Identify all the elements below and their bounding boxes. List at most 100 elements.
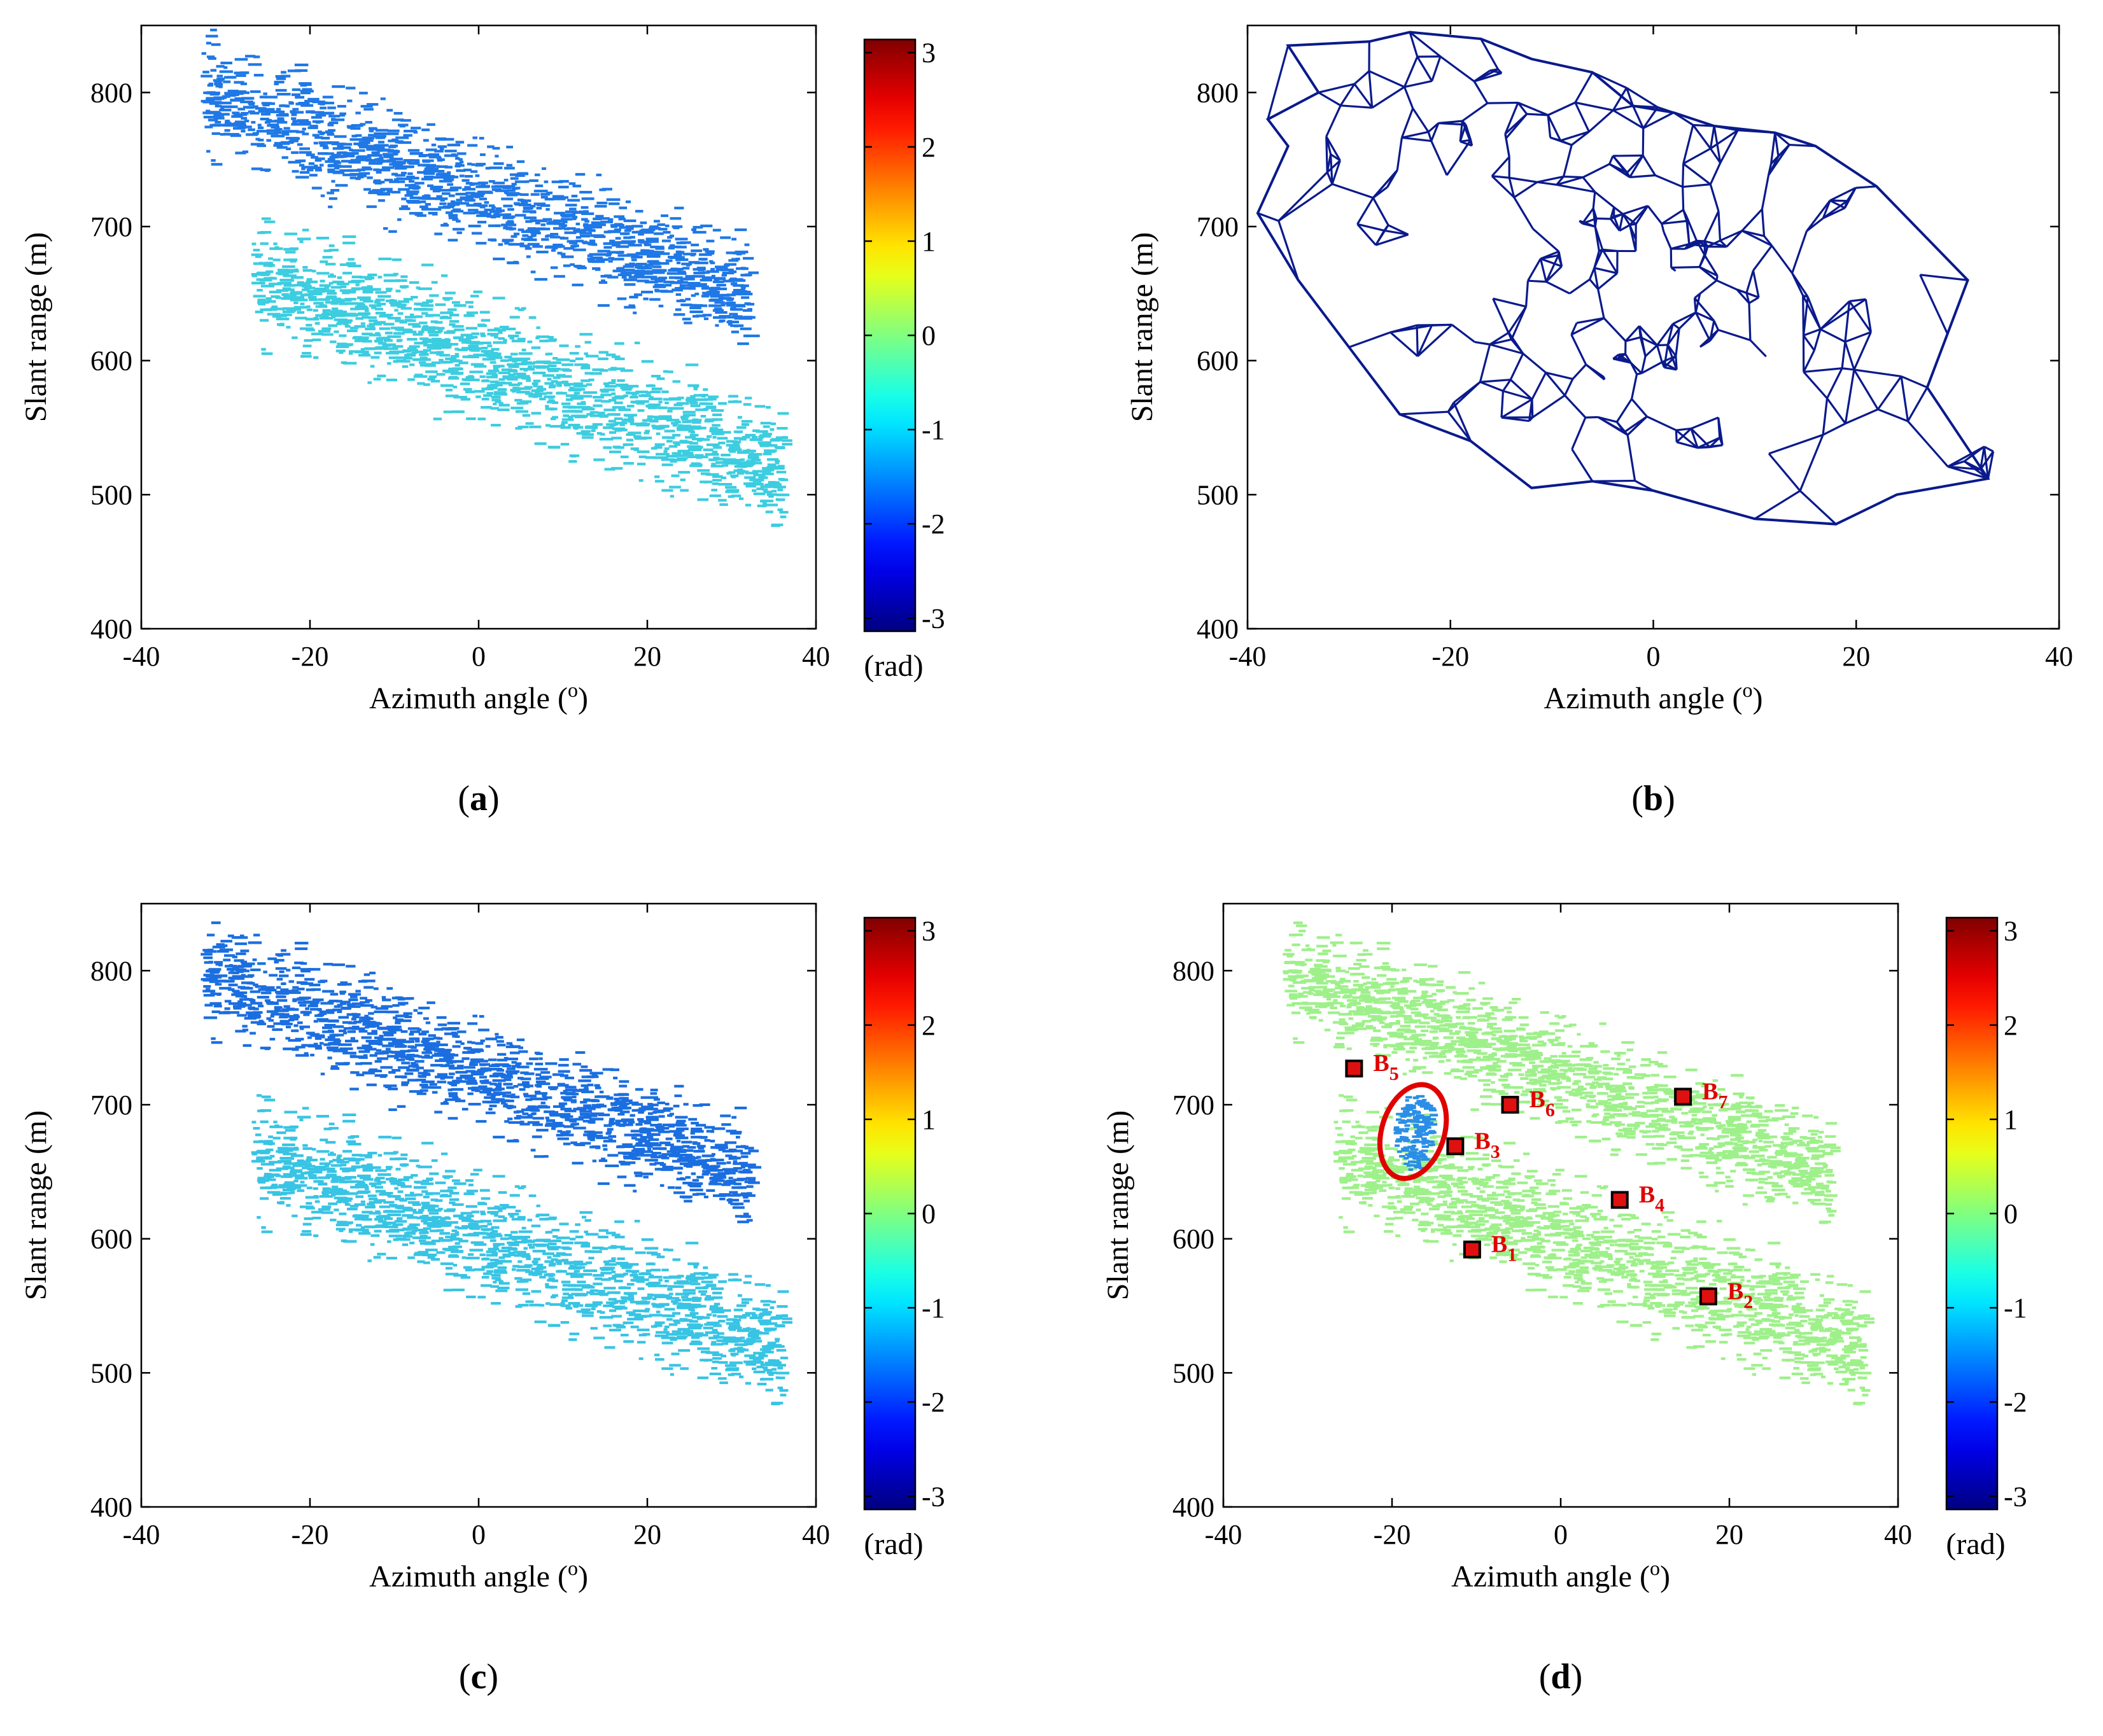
phase-point (465, 378, 480, 382)
phase-point (741, 288, 745, 291)
phase-point (452, 1079, 463, 1082)
phase-point (697, 455, 708, 459)
mesh-edge (1547, 115, 1552, 138)
phase-point (691, 1135, 702, 1138)
phase-point (206, 109, 211, 113)
phase-point (507, 1140, 519, 1143)
phase-point (414, 1060, 425, 1063)
phase-point (428, 153, 440, 157)
phase-point (392, 345, 404, 348)
phase-point (264, 1047, 270, 1051)
panel-label: (b) (1631, 779, 1675, 818)
phase-point (523, 1085, 530, 1088)
phase-point (745, 462, 756, 465)
phase-point (505, 227, 516, 230)
phase-point (377, 157, 384, 161)
phase-point (474, 389, 485, 393)
mesh-edge (1768, 433, 1824, 455)
phase-point (206, 98, 213, 101)
mesh-edge (1372, 169, 1398, 199)
phase-point (493, 1135, 505, 1138)
phase-point (726, 1130, 737, 1133)
phase-point (748, 452, 763, 456)
phase-point (488, 1093, 493, 1096)
phase-point (712, 309, 724, 312)
phase-point (565, 1076, 575, 1080)
mesh-edge (1505, 138, 1510, 157)
phase-point (580, 1084, 589, 1088)
phase-point (544, 197, 554, 201)
phase-point (423, 1017, 429, 1020)
phase-point (689, 1342, 703, 1345)
phase-point (488, 204, 495, 207)
phase-point (409, 152, 421, 155)
phase-point (468, 344, 479, 348)
phase-point (503, 1103, 508, 1106)
phase-point (307, 296, 317, 299)
phase-point (235, 968, 247, 972)
phase-point (394, 1045, 405, 1048)
phase-point (740, 465, 746, 468)
phase-point (282, 287, 292, 290)
phase-point (586, 354, 599, 358)
phase-point (603, 446, 612, 449)
phase-point (475, 242, 487, 245)
phase-point (637, 463, 646, 466)
phase-point (269, 974, 278, 977)
phase-point (350, 158, 356, 162)
phase-point (304, 286, 316, 290)
mesh-edge (1461, 102, 1488, 122)
phase-point (447, 1117, 458, 1120)
phase-point (312, 134, 320, 137)
phase-point (300, 354, 312, 358)
phase-point (440, 1064, 447, 1067)
mesh-edge (1877, 375, 1903, 410)
mesh-edge (1582, 163, 1610, 179)
phase-point (659, 1141, 671, 1145)
mesh-edge (1716, 279, 1738, 291)
phase-point (740, 1164, 746, 1167)
phase-point (670, 1145, 684, 1149)
phase-point (251, 242, 257, 246)
phase-point (710, 262, 715, 265)
phase-point (689, 464, 703, 467)
phase-point (258, 988, 267, 991)
phase-point (251, 999, 256, 1002)
phase-point (391, 326, 404, 330)
mesh-edge (1835, 493, 1897, 526)
phase-point (275, 953, 284, 956)
phase-point (391, 997, 404, 1000)
phase-point (646, 405, 659, 408)
phase-point (731, 1169, 738, 1173)
phase-point (611, 244, 621, 247)
phase-point (395, 1014, 409, 1018)
phase-point (696, 1175, 704, 1179)
phase-point (718, 499, 727, 502)
mesh-edge (1560, 130, 1589, 142)
phase-point (387, 150, 398, 153)
phase-point (631, 230, 638, 234)
phase-point (699, 1103, 710, 1107)
mesh-edge (1630, 374, 1638, 400)
phase-point (682, 1145, 690, 1148)
phase-point (437, 165, 448, 168)
phase-point (506, 164, 513, 167)
phase-point (368, 191, 383, 195)
phase-point (590, 256, 602, 260)
phase-point (375, 129, 389, 132)
phase-point (589, 1121, 596, 1124)
mesh-edge (1459, 139, 1471, 143)
phase-point (580, 1142, 591, 1145)
phase-point (756, 487, 764, 491)
phase-point (690, 1131, 695, 1135)
phase-point (413, 375, 428, 378)
phase-point (213, 79, 222, 82)
phase-point (476, 214, 487, 218)
phase-point (314, 158, 322, 162)
phase-point (658, 1130, 670, 1133)
phase-point (682, 410, 696, 414)
phase-point (456, 1098, 461, 1101)
phase-point (719, 319, 726, 323)
phase-point (676, 1124, 687, 1127)
mesh-edge (1699, 266, 1717, 281)
